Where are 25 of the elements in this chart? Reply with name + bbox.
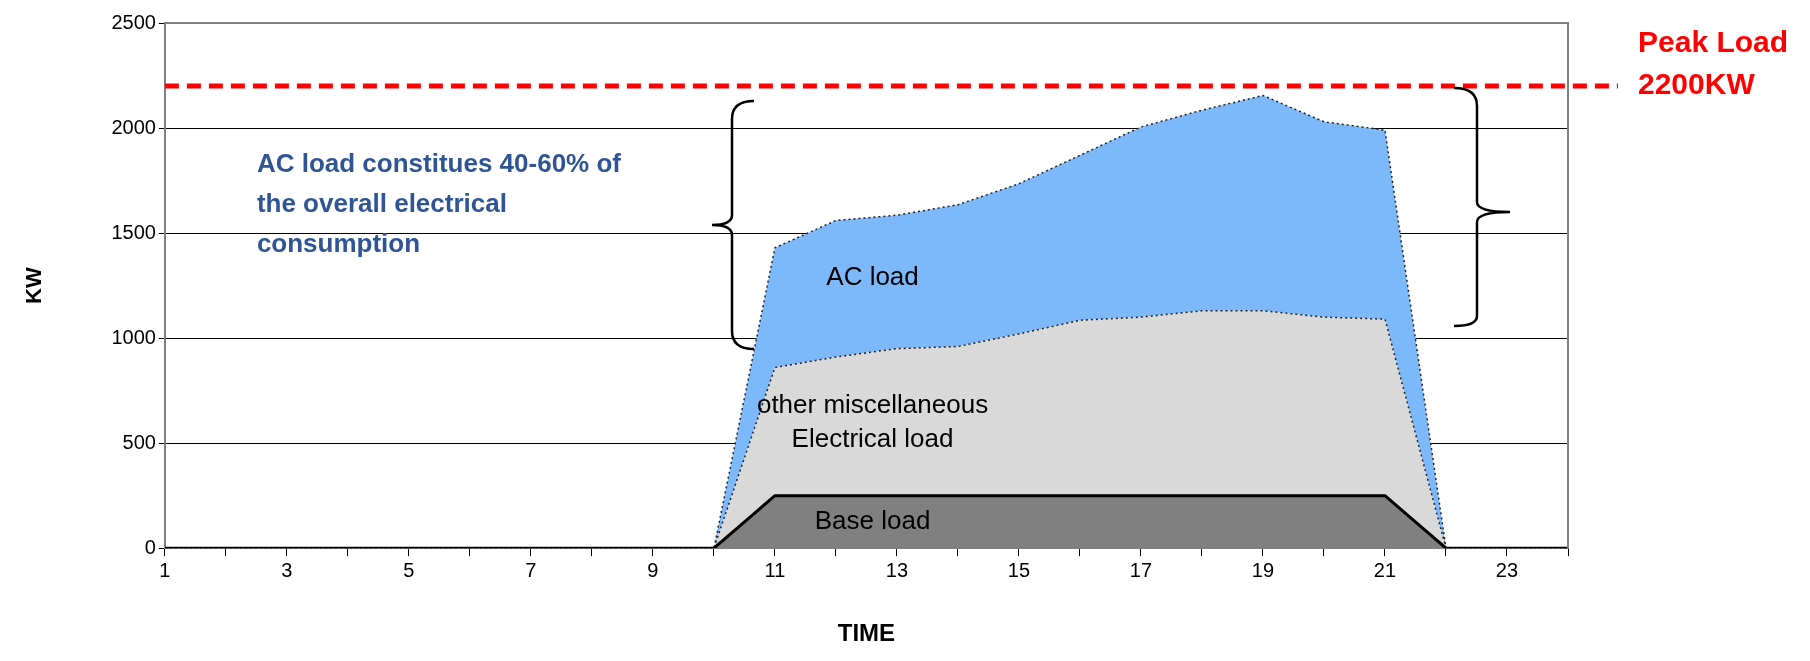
x-tick-label: 5 xyxy=(403,558,415,581)
series-label: AC load xyxy=(826,260,919,291)
x-tick-label: 7 xyxy=(525,558,537,581)
x-axis-title: TIME xyxy=(837,619,896,647)
y-tick-label: 2000 xyxy=(111,115,156,138)
annotation: AC load constitues 40-60% of the overall electrical consumption xyxy=(256,148,622,259)
y-tick-label: 500 xyxy=(122,430,156,453)
y-tick-label: 2500 xyxy=(111,10,156,33)
x-tick-label: 3 xyxy=(281,558,293,581)
x-tick-label: 23 xyxy=(1495,558,1519,581)
y-tick-label: 1000 xyxy=(111,325,156,348)
x-tick-label: 13 xyxy=(885,558,909,581)
y-tick-label: 0 xyxy=(144,535,156,558)
x-tick-label: 21 xyxy=(1373,558,1397,581)
x-tick-label: 9 xyxy=(647,558,659,581)
x-tick-label: 15 xyxy=(1007,558,1031,581)
series-label: other miscellaneous Electrical load xyxy=(756,389,989,454)
x-tick-label: 19 xyxy=(1251,558,1275,581)
y-tick-label: 1500 xyxy=(111,220,156,243)
x-tick-label: 17 xyxy=(1129,558,1153,581)
x-tick-label: 11 xyxy=(764,558,786,581)
ref-line-label: Peak Load 2200KW xyxy=(1638,25,1789,101)
series-label: Base load xyxy=(814,505,931,536)
y-axis-title: KW xyxy=(21,267,47,304)
x-tick-label: 1 xyxy=(159,558,171,581)
